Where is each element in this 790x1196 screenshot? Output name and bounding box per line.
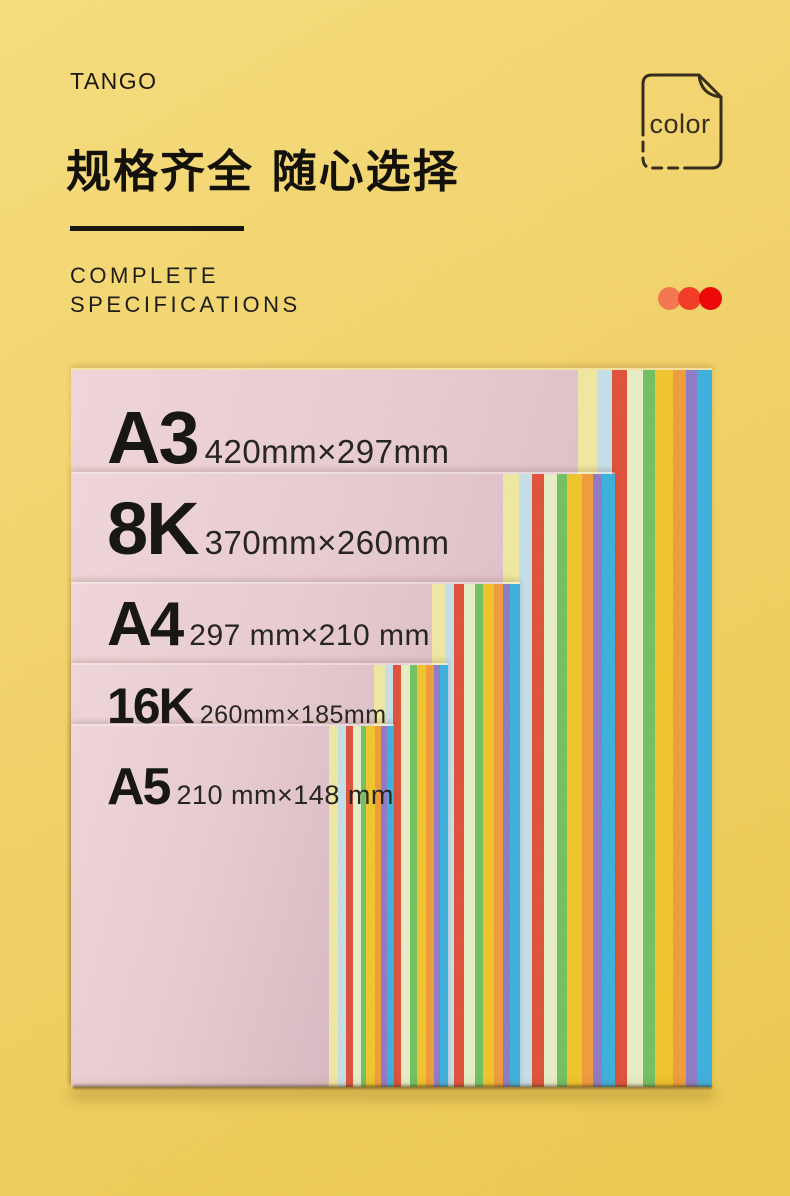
color-stripe-3	[392, 665, 402, 1087]
subtitle: COMPLETE SPECIFICATIONS	[70, 261, 301, 320]
color-stripe-9	[439, 665, 448, 1087]
paper-dimensions: 370mm×260mm	[204, 524, 450, 561]
paper-size-label: A5	[107, 758, 172, 816]
color-stripe-3	[531, 474, 545, 1087]
paper-size-label: A3	[107, 396, 200, 479]
color-stripe-6	[482, 584, 495, 1087]
paper-dimensions: 297 mm×210 mm	[189, 619, 431, 652]
accent-dot-2	[678, 287, 701, 310]
paper-dimensions: 420mm×297mm	[204, 433, 450, 470]
color-stripe-7	[426, 665, 434, 1087]
color-stripe-6	[567, 474, 583, 1087]
color-stripe-7	[582, 474, 594, 1087]
paper-label-row: A5 210 mm×148 mm	[107, 761, 394, 813]
icon-label: color	[649, 109, 710, 139]
color-stripe-6	[416, 665, 427, 1087]
color-stripe-8	[593, 474, 603, 1087]
paper-label-row: A3 420mm×297mm	[107, 401, 449, 475]
color-paper-icon: color	[641, 73, 723, 170]
color-stripe-8	[502, 584, 511, 1087]
color-stripe-2	[519, 474, 532, 1087]
color-stripe-6	[655, 370, 673, 1087]
color-stripe-5	[557, 474, 568, 1087]
brand-logo-text: TANGO	[70, 68, 158, 94]
color-stripe-9	[697, 370, 713, 1087]
paper-label-row: 8K 370mm×260mm	[107, 492, 449, 566]
color-stripe-9	[602, 474, 615, 1087]
accent-dot-3	[699, 287, 722, 310]
color-stripe-4	[544, 474, 558, 1087]
paper-size-label: 8K	[107, 487, 200, 570]
color-stripe-9	[510, 584, 521, 1087]
title-divider	[70, 226, 244, 231]
color-stripe-5	[409, 665, 417, 1087]
page-title: 规格齐全 随心选择	[66, 145, 460, 198]
color-stripe-7	[672, 370, 687, 1087]
color-stripe-5	[643, 370, 656, 1087]
color-stripe-4	[464, 584, 475, 1087]
color-stripe-4	[401, 665, 410, 1087]
color-stripe-3	[454, 584, 465, 1087]
color-stripe-5	[474, 584, 483, 1087]
paper-label-row: A4 297 mm×210 mm	[107, 594, 430, 656]
paper-size-label: A4	[107, 590, 184, 659]
subtitle-line-2: SPECIFICATIONS	[70, 292, 301, 318]
subtitle-line-1: COMPLETE	[70, 263, 220, 288]
color-stripe-8	[686, 370, 697, 1087]
paper-sheet-A5: A5 210 mm×148 mm	[71, 724, 394, 1087]
color-stripe-7	[494, 584, 503, 1087]
color-stripe-4	[627, 370, 643, 1087]
accent-dots	[658, 287, 734, 310]
paper-stack: A3 420mm×297mm 8K 370mm×260mm A4 297 mm×210 m…	[71, 368, 713, 1087]
paper-dimensions: 210 mm×148 mm	[176, 780, 394, 810]
